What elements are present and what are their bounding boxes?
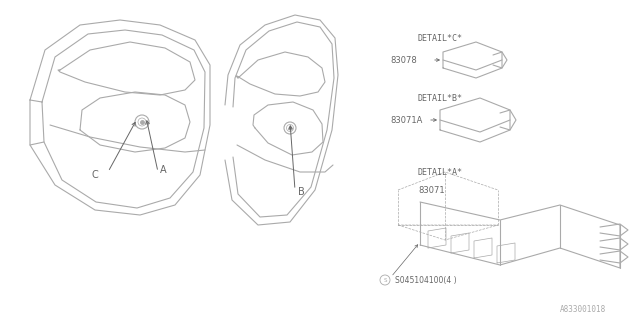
- Text: S: S: [383, 277, 387, 283]
- Text: B: B: [298, 187, 305, 197]
- Text: 83071: 83071: [418, 186, 445, 195]
- Text: A833001018: A833001018: [560, 306, 606, 315]
- Text: DETAIL*B*: DETAIL*B*: [418, 93, 463, 102]
- Text: DETAIL*C*: DETAIL*C*: [418, 34, 463, 43]
- Text: A: A: [160, 165, 166, 175]
- Text: 83078: 83078: [390, 55, 417, 65]
- Text: 83071A: 83071A: [390, 116, 422, 124]
- Text: S045104100(4 ): S045104100(4 ): [395, 276, 456, 284]
- Text: C: C: [92, 170, 99, 180]
- Text: DETAIL*A*: DETAIL*A*: [418, 167, 463, 177]
